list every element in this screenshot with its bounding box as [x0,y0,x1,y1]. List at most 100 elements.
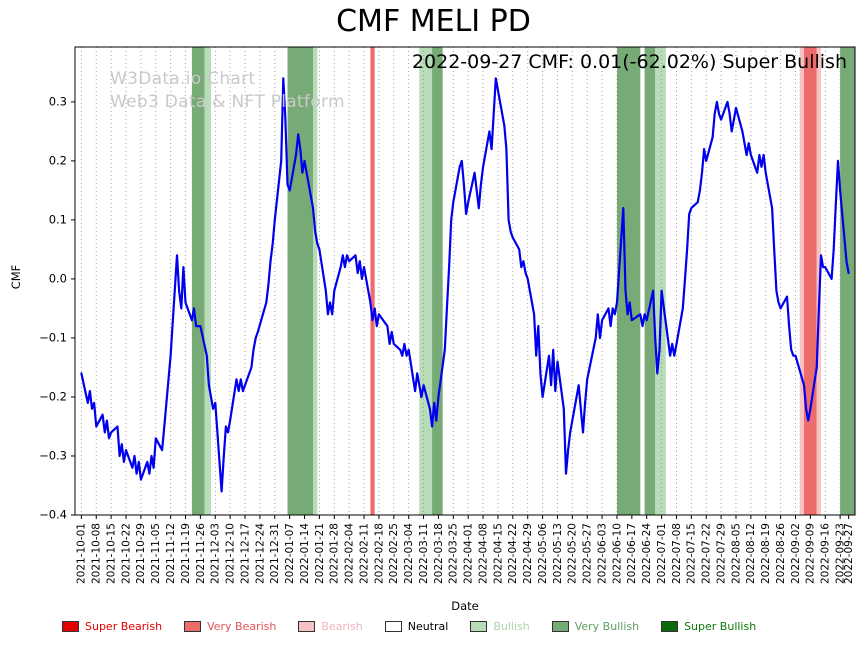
signal-band-very_bearish [803,47,817,515]
signal-band-very_bullish [432,47,443,515]
cmf-line [80,77,850,493]
legend-label-very_bearish: Very Bearish [207,620,277,633]
legend-neutral: Neutral [384,620,449,633]
signal-band-very_bullish [191,47,205,515]
watermark: W3Data.io Chart Web3 Data & NFT Platform [110,68,345,114]
x-tick-label: 2022-08-19 [760,523,772,584]
latest-cmf-annotation: 2022-09-27 CMF: 0.01(-62.02%) Super Bull… [411,51,847,73]
x-tick-label: 2022-07-01 [656,523,668,584]
x-tick-label: 2022-04-08 [477,523,489,584]
x-tick-label: 2021-10-08 [91,523,103,584]
neutral-swatch [384,621,402,632]
x-tick-label: 2022-01-07 [284,523,296,584]
y-tick-label: 0.3 [49,95,67,109]
watermark-line2: Web3 Data & NFT Platform [110,92,345,112]
y-tick-label: −0.2 [39,390,67,404]
plot-border [74,46,856,516]
watermark-line1: W3Data.io Chart [110,69,256,89]
legend-label-neutral: Neutral [407,620,449,633]
x-tick-label: 2022-03-11 [418,523,430,584]
x-tick-label: 2022-05-13 [552,523,564,584]
very_bearish-swatch [184,621,202,632]
x-tick-label: 2022-05-06 [537,523,549,584]
x-tick-label: 2021-10-22 [120,523,132,584]
x-tick-label: 2022-08-12 [745,523,757,584]
y-tick-label: 0.2 [49,154,67,168]
legend-label-super_bearish: Super Bearish [85,620,163,633]
very_bullish-swatch [551,621,569,632]
x-tick-label: 2022-02-25 [388,523,400,584]
signal-band-very_bearish [370,47,375,515]
x-tick-label: 2022-09-27 [843,523,855,584]
x-tick-label: 2021-12-31 [269,523,281,584]
legend: Super Bearish Very Bearish Bearish Neutral B… [62,620,756,633]
x-tick-label: 2022-06-17 [626,523,638,584]
x-tick-label: 2022-03-18 [433,523,445,584]
signal-band-very_bullish [616,47,641,515]
x-tick-label: 2022-04-01 [463,523,475,584]
x-tick-label: 2022-09-02 [790,523,802,584]
x-tick-label: 2022-04-22 [507,523,519,584]
chart-title: CMF MELI PD [336,4,531,39]
signal-band-bearish [799,47,804,515]
legend-very_bearish: Very Bearish [184,620,276,633]
legend-label-very_bullish: Very Bullish [574,620,640,633]
legend-very_bullish: Very Bullish [551,620,640,633]
y-tick-label: 0.0 [49,272,67,286]
x-tick-label: 2021-11-19 [180,523,192,584]
bullish-swatch [470,621,488,632]
signal-band-bullish [419,47,433,515]
signal-band-bearish [816,47,821,515]
x-tick-label: 2021-12-03 [210,523,222,584]
legend-label-super_bullish: Super Bullish [684,620,757,633]
x-tick-label: 2021-10-15 [105,523,117,584]
legend-bearish: Bearish [298,620,363,633]
super_bearish-swatch [62,621,79,632]
x-tick-label: 2022-09-16 [820,523,832,584]
super_bullish-swatch [661,621,679,632]
x-tick-label: 2021-12-10 [225,523,237,584]
x-tick-label: 2022-01-21 [314,523,326,584]
signal-band-very_bullish [287,47,314,515]
legend-label-bearish: Bearish [321,620,363,633]
x-tick-label: 2022-05-27 [582,523,594,584]
y-tick-label: −0.4 [39,508,67,522]
signal-band-bullish [655,47,666,515]
x-axis-label: Date [451,599,479,613]
x-tick-label: 2021-12-24 [254,523,266,584]
x-tick-label: 2021-11-05 [150,523,162,584]
x-tick-label: 2022-08-05 [730,523,742,584]
bearish-swatch [298,621,316,632]
signal-band-very_bullish [644,47,656,515]
x-tick-label: 2022-08-26 [775,523,787,584]
x-tick-label: 2022-04-29 [522,523,534,584]
x-tick-label: 2022-09-23 [834,523,846,584]
signal-band-bullish [313,47,318,515]
x-tick-label: 2021-10-29 [135,523,147,584]
legend-bullish: Bullish [470,620,530,633]
x-tick-label: 2022-07-15 [686,523,698,584]
x-tick-label: 2022-01-14 [299,523,311,584]
x-tick-label: 2022-07-08 [671,523,683,584]
signal-band-very_bullish [840,47,855,515]
x-tick-label: 2022-06-10 [611,523,623,584]
cmf-plot: 2021-10-01 2021-10-08 2021-10-15 2021-10-22… [39,46,856,584]
y-axis-label: CMF [9,264,23,290]
x-tick-label: 2022-03-04 [403,523,415,584]
signal-band-bullish [204,47,212,515]
x-tick-label: 2022-02-18 [373,523,385,584]
x-tick-label: 2022-02-04 [344,523,356,584]
legend-super_bullish: Super Bullish [661,620,756,633]
x-tick-label: 2022-01-28 [329,523,341,584]
x-tick-label: 2022-06-24 [641,523,653,584]
x-tick-label: 2021-11-12 [165,523,177,584]
x-tick-label: 2022-03-25 [448,523,460,584]
legend-super_bearish: Super Bearish [62,620,162,633]
x-tick-label: 2021-10-01 [76,523,88,584]
y-tick-label: 0.1 [49,213,67,227]
x-tick-label: 2022-09-09 [805,523,817,584]
x-tick-label: 2022-07-29 [715,523,727,584]
legend-label-bullish: Bullish [493,620,530,633]
x-tick-label: 2022-06-03 [596,523,608,584]
